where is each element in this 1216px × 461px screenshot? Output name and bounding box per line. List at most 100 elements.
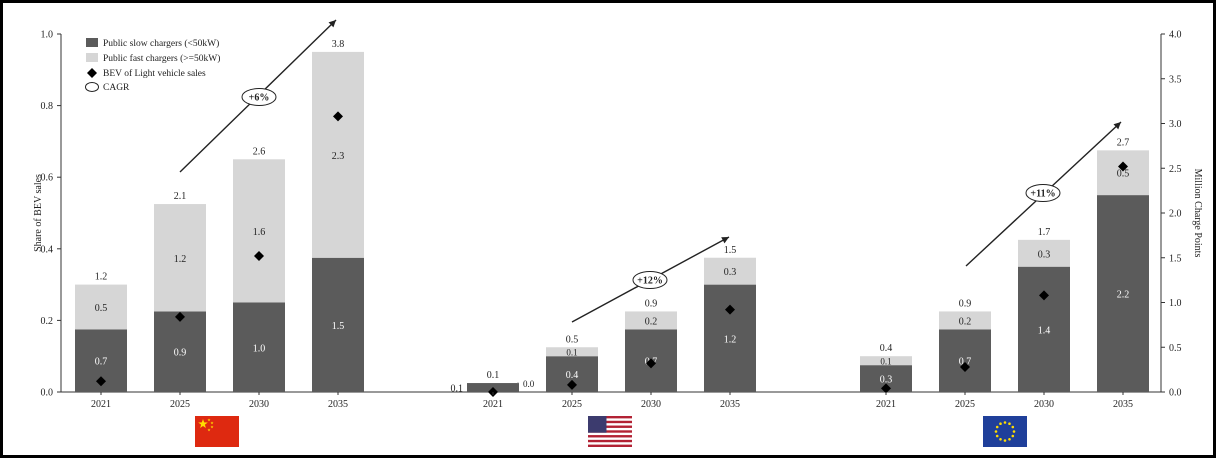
x-tick-label: 2030	[249, 399, 269, 410]
cagr-arrowhead	[721, 237, 729, 244]
flag-star	[1003, 439, 1007, 442]
flag-stripe	[588, 444, 632, 447]
x-tick-label: 2030	[641, 399, 661, 410]
right-tick-label: 0.5	[1169, 343, 1182, 354]
bev-share-marker	[333, 111, 343, 122]
legend-marker-bev	[87, 68, 97, 78]
cagr-label: +11%	[1030, 189, 1055, 200]
x-tick-label: 2035	[328, 399, 348, 410]
x-tick-label: 2035	[720, 399, 740, 410]
data-label-fast: 0.1	[880, 357, 891, 367]
right-tick-label: 0.0	[1169, 388, 1182, 399]
data-label-slow: 0.4	[566, 370, 579, 381]
right-tick-label: 3.0	[1169, 119, 1182, 130]
flag-stripe	[588, 416, 632, 419]
right-tick-label: 3.5	[1169, 74, 1182, 85]
flag-star	[198, 419, 208, 428]
flag-stripe	[588, 420, 632, 424]
left-tick-label: 0.0	[41, 388, 54, 399]
bar-segment-slow	[154, 311, 206, 392]
bar-segment-slow	[1018, 266, 1070, 392]
cagr-arrowhead	[328, 20, 336, 28]
x-tick-label: 2030	[1034, 399, 1054, 410]
flag-stripe	[588, 430, 632, 433]
bar-segment-fast	[312, 51, 364, 258]
cagr-ellipse	[241, 88, 277, 106]
flag-star	[999, 422, 1002, 426]
data-label-total: 2.1	[174, 191, 187, 202]
bev-share-marker	[1118, 161, 1128, 172]
data-label-fast: 0.5	[1117, 169, 1130, 180]
data-label-total: 0.9	[959, 298, 972, 309]
eu-flag	[983, 416, 1027, 447]
legend-label-cagr: CAGR	[103, 83, 130, 93]
right-tick-label: 1.0	[1169, 298, 1182, 309]
bar-segment-fast	[939, 311, 991, 330]
flag-stripe	[588, 435, 632, 438]
bev-share-marker	[881, 383, 891, 394]
x-tick-label: 2021	[876, 399, 896, 410]
legend-marker-cagr	[85, 82, 99, 92]
data-label-slow: 1.4	[1038, 325, 1051, 336]
flag-star	[210, 421, 214, 425]
flag-star	[207, 428, 211, 432]
data-label-slow: 0.1	[451, 384, 464, 395]
left-axis-title: Share of BEV sales	[33, 174, 44, 252]
bar-segment-fast	[1018, 239, 1070, 267]
bev-share-marker	[1039, 290, 1049, 301]
data-label-total: 2.6	[253, 146, 266, 157]
flag-star	[207, 418, 211, 422]
cagr-label: +6%	[249, 93, 270, 104]
legend-label-bev: BEV of Light vehicle sales	[103, 68, 206, 79]
data-label-fast: 0.0	[523, 379, 535, 389]
data-label-total: 1.5	[724, 245, 737, 256]
data-label-fast: 0.2	[645, 316, 658, 327]
x-tick-label: 2025	[955, 399, 975, 410]
right-tick-label: 1.5	[1169, 253, 1182, 264]
data-label-slow: 0.3	[880, 375, 893, 386]
cn-flag	[195, 416, 239, 447]
bar-segment-fast	[625, 311, 677, 330]
bar-segment-fast	[704, 257, 756, 285]
bev-share-marker	[567, 379, 577, 390]
data-label-fast: 0.1	[566, 348, 577, 358]
flag-star	[1008, 422, 1011, 426]
left-tick-label: 0.2	[41, 316, 54, 327]
data-label-fast: 0.5	[95, 303, 108, 314]
data-label-fast: 0.3	[724, 267, 737, 278]
data-label-slow: 1.5	[332, 321, 345, 332]
data-label-total: 0.9	[645, 298, 658, 309]
data-label-slow: 0.7	[95, 357, 108, 368]
data-label-total: 0.5	[566, 334, 579, 345]
bar-segment-fast	[233, 159, 285, 303]
flag-star	[995, 425, 999, 429]
flag-star	[1012, 430, 1016, 433]
cagr-ellipse	[632, 271, 668, 289]
data-label-slow: 1.2	[724, 334, 737, 345]
bar-segment-fast	[75, 284, 127, 330]
flag-star	[210, 425, 214, 429]
left-tick-label: 1.0	[41, 30, 54, 41]
bar-segment-fast	[860, 356, 912, 366]
cagr-ellipse	[1025, 184, 1061, 202]
x-tick-label: 2021	[91, 399, 111, 410]
bar-segment-fast	[154, 204, 206, 312]
left-tick-label: 0.8	[41, 101, 54, 112]
flag-canton	[588, 416, 607, 433]
bar-segment-fast	[1097, 150, 1149, 196]
data-label-slow: 0.9	[174, 348, 187, 359]
bar-segment-fast	[517, 382, 519, 384]
bar-segment-slow	[704, 284, 756, 392]
data-label-fast: 1.2	[174, 254, 187, 265]
data-label-fast: 0.2	[959, 316, 972, 327]
flag-star	[1008, 437, 1011, 441]
right-tick-label: 2.5	[1169, 164, 1182, 175]
legend-swatch-fast	[86, 53, 98, 62]
right-axis-title: Million Charge Points	[1192, 169, 1203, 258]
x-tick-label: 2025	[170, 399, 190, 410]
flag-star	[994, 430, 998, 433]
bar-segment-slow	[233, 302, 285, 392]
flag-star	[1011, 425, 1015, 429]
flag-star	[999, 437, 1002, 441]
left-tick-label: 0.4	[41, 244, 54, 255]
